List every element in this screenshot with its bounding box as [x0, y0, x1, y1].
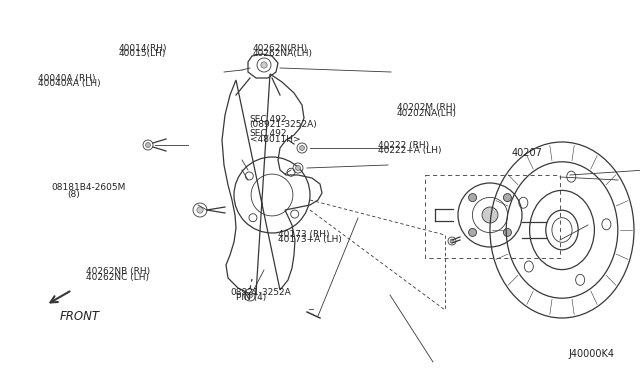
Text: SEC.492: SEC.492: [250, 129, 287, 138]
Circle shape: [300, 145, 305, 151]
Text: 40014(RH): 40014(RH): [118, 44, 167, 53]
Circle shape: [450, 239, 454, 243]
Text: 40173 (RH): 40173 (RH): [278, 230, 330, 239]
Text: 40222+A (LH): 40222+A (LH): [378, 146, 441, 155]
Text: 40040A (RH): 40040A (RH): [38, 74, 96, 83]
Text: 40262NB (RH): 40262NB (RH): [86, 267, 150, 276]
Text: (08921-3252A): (08921-3252A): [250, 120, 317, 129]
Text: FRONT: FRONT: [60, 311, 100, 323]
Circle shape: [197, 207, 203, 213]
Text: 40202NA(LH): 40202NA(LH): [397, 109, 457, 118]
Circle shape: [261, 62, 267, 68]
Text: 40262NC (LH): 40262NC (LH): [86, 273, 149, 282]
Circle shape: [504, 193, 511, 202]
Text: 40222 (RH): 40222 (RH): [378, 141, 429, 150]
Text: 08181B4-2605M: 08181B4-2605M: [51, 183, 125, 192]
Text: 40173+A (LH): 40173+A (LH): [278, 235, 342, 244]
Text: 40262N(RH): 40262N(RH): [253, 44, 308, 53]
Text: 40207: 40207: [512, 148, 543, 157]
Text: 40040AA (LH): 40040AA (LH): [38, 79, 101, 88]
Circle shape: [468, 228, 477, 237]
Text: 08921-3252A: 08921-3252A: [230, 288, 291, 296]
Circle shape: [504, 228, 511, 237]
Circle shape: [296, 166, 301, 170]
Text: SEC.492: SEC.492: [250, 115, 287, 124]
Text: 40262NA(LH): 40262NA(LH): [253, 49, 313, 58]
Circle shape: [468, 193, 477, 202]
Text: 40202M (RH): 40202M (RH): [397, 103, 456, 112]
Text: PIN (4): PIN (4): [236, 293, 266, 302]
Text: (8): (8): [67, 190, 80, 199]
Circle shape: [482, 207, 498, 223]
Text: <48011H>: <48011H>: [250, 135, 300, 144]
Circle shape: [247, 292, 253, 298]
Text: 40015(LH): 40015(LH): [118, 49, 166, 58]
Text: J40000K4: J40000K4: [568, 349, 614, 359]
Circle shape: [145, 142, 150, 148]
